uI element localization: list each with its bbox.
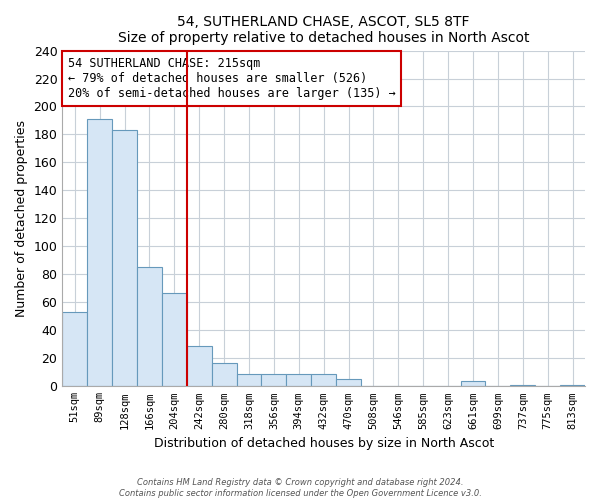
Text: Contains HM Land Registry data © Crown copyright and database right 2024.
Contai: Contains HM Land Registry data © Crown c… bbox=[119, 478, 481, 498]
Bar bbox=[511, 385, 535, 386]
Bar bbox=[336, 380, 361, 386]
Bar bbox=[236, 374, 262, 386]
Bar bbox=[286, 374, 311, 386]
Bar bbox=[212, 362, 236, 386]
Bar bbox=[62, 312, 87, 386]
Y-axis label: Number of detached properties: Number of detached properties bbox=[15, 120, 28, 317]
Bar bbox=[162, 292, 187, 386]
Bar bbox=[187, 346, 212, 387]
Bar bbox=[87, 119, 112, 386]
Bar bbox=[461, 380, 485, 386]
Bar bbox=[311, 374, 336, 386]
Bar bbox=[262, 374, 286, 386]
Bar bbox=[112, 130, 137, 386]
Bar bbox=[137, 268, 162, 386]
Bar bbox=[560, 385, 585, 386]
Title: 54, SUTHERLAND CHASE, ASCOT, SL5 8TF
Size of property relative to detached house: 54, SUTHERLAND CHASE, ASCOT, SL5 8TF Siz… bbox=[118, 15, 529, 45]
Text: 54 SUTHERLAND CHASE: 215sqm
← 79% of detached houses are smaller (526)
20% of se: 54 SUTHERLAND CHASE: 215sqm ← 79% of det… bbox=[68, 57, 395, 100]
X-axis label: Distribution of detached houses by size in North Ascot: Distribution of detached houses by size … bbox=[154, 437, 494, 450]
